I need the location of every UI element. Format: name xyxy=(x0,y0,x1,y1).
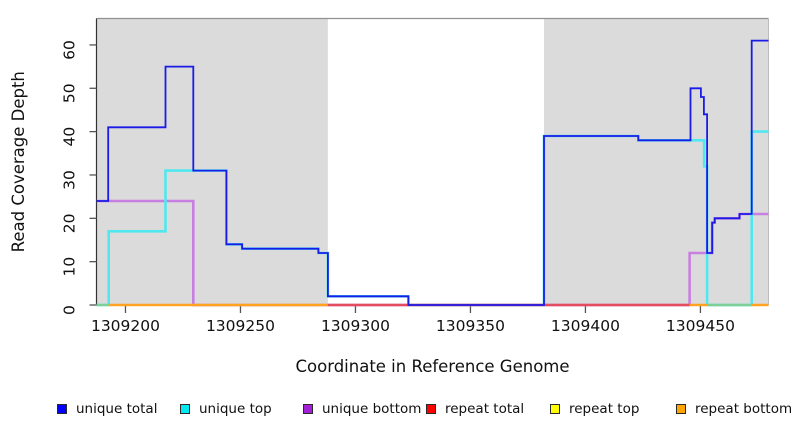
legend-item-repeat-top: repeat top xyxy=(550,398,639,420)
legend-label: unique top xyxy=(199,401,272,417)
legend-label: repeat bottom xyxy=(695,401,792,417)
legend-swatch-repeat-total xyxy=(426,404,436,414)
legend-item-unique-top: unique top xyxy=(180,398,272,420)
legend-label: unique bottom xyxy=(322,401,422,417)
legend-swatch-repeat-top xyxy=(550,404,560,414)
svg-text:10: 10 xyxy=(61,257,79,277)
svg-text:0: 0 xyxy=(61,305,79,315)
svg-text:1309450: 1309450 xyxy=(666,317,735,335)
legend-item-repeat-total: repeat total xyxy=(426,398,524,420)
plot-svg: 1309200 1309250 1309300 1309350 1309400 13094… xyxy=(9,17,769,376)
svg-text:60: 60 xyxy=(61,40,79,60)
legend-label: unique total xyxy=(76,401,158,417)
svg-text:1309200: 1309200 xyxy=(91,317,160,335)
legend-item-unique-total: unique total xyxy=(57,398,157,420)
legend: unique total unique top unique bottom re… xyxy=(0,398,792,424)
svg-text:40: 40 xyxy=(61,127,79,147)
svg-text:Read Coverage Depth: Read Coverage Depth xyxy=(9,71,28,252)
svg-text:1309400: 1309400 xyxy=(551,317,620,335)
series-unique-total xyxy=(96,39,769,306)
legend-item-repeat-bottom: repeat bottom xyxy=(676,398,792,420)
legend-swatch-repeat-bottom xyxy=(676,404,686,414)
svg-text:1309300: 1309300 xyxy=(321,317,390,335)
legend-swatch-unique-top xyxy=(180,404,190,414)
svg-text:1309250: 1309250 xyxy=(206,317,275,335)
legend-label: repeat total xyxy=(445,401,525,417)
svg-text:1309350: 1309350 xyxy=(436,317,505,335)
svg-text:Coordinate in Reference Genome: Coordinate in Reference Genome xyxy=(295,357,569,376)
legend-swatch-unique-total xyxy=(57,404,67,414)
legend-swatch-unique-bottom xyxy=(303,404,313,414)
legend-label: repeat top xyxy=(569,401,640,417)
svg-text:50: 50 xyxy=(61,83,79,103)
svg-text:30: 30 xyxy=(61,170,79,190)
legend-item-unique-bottom: unique bottom xyxy=(303,398,421,420)
svg-text:20: 20 xyxy=(61,213,79,233)
